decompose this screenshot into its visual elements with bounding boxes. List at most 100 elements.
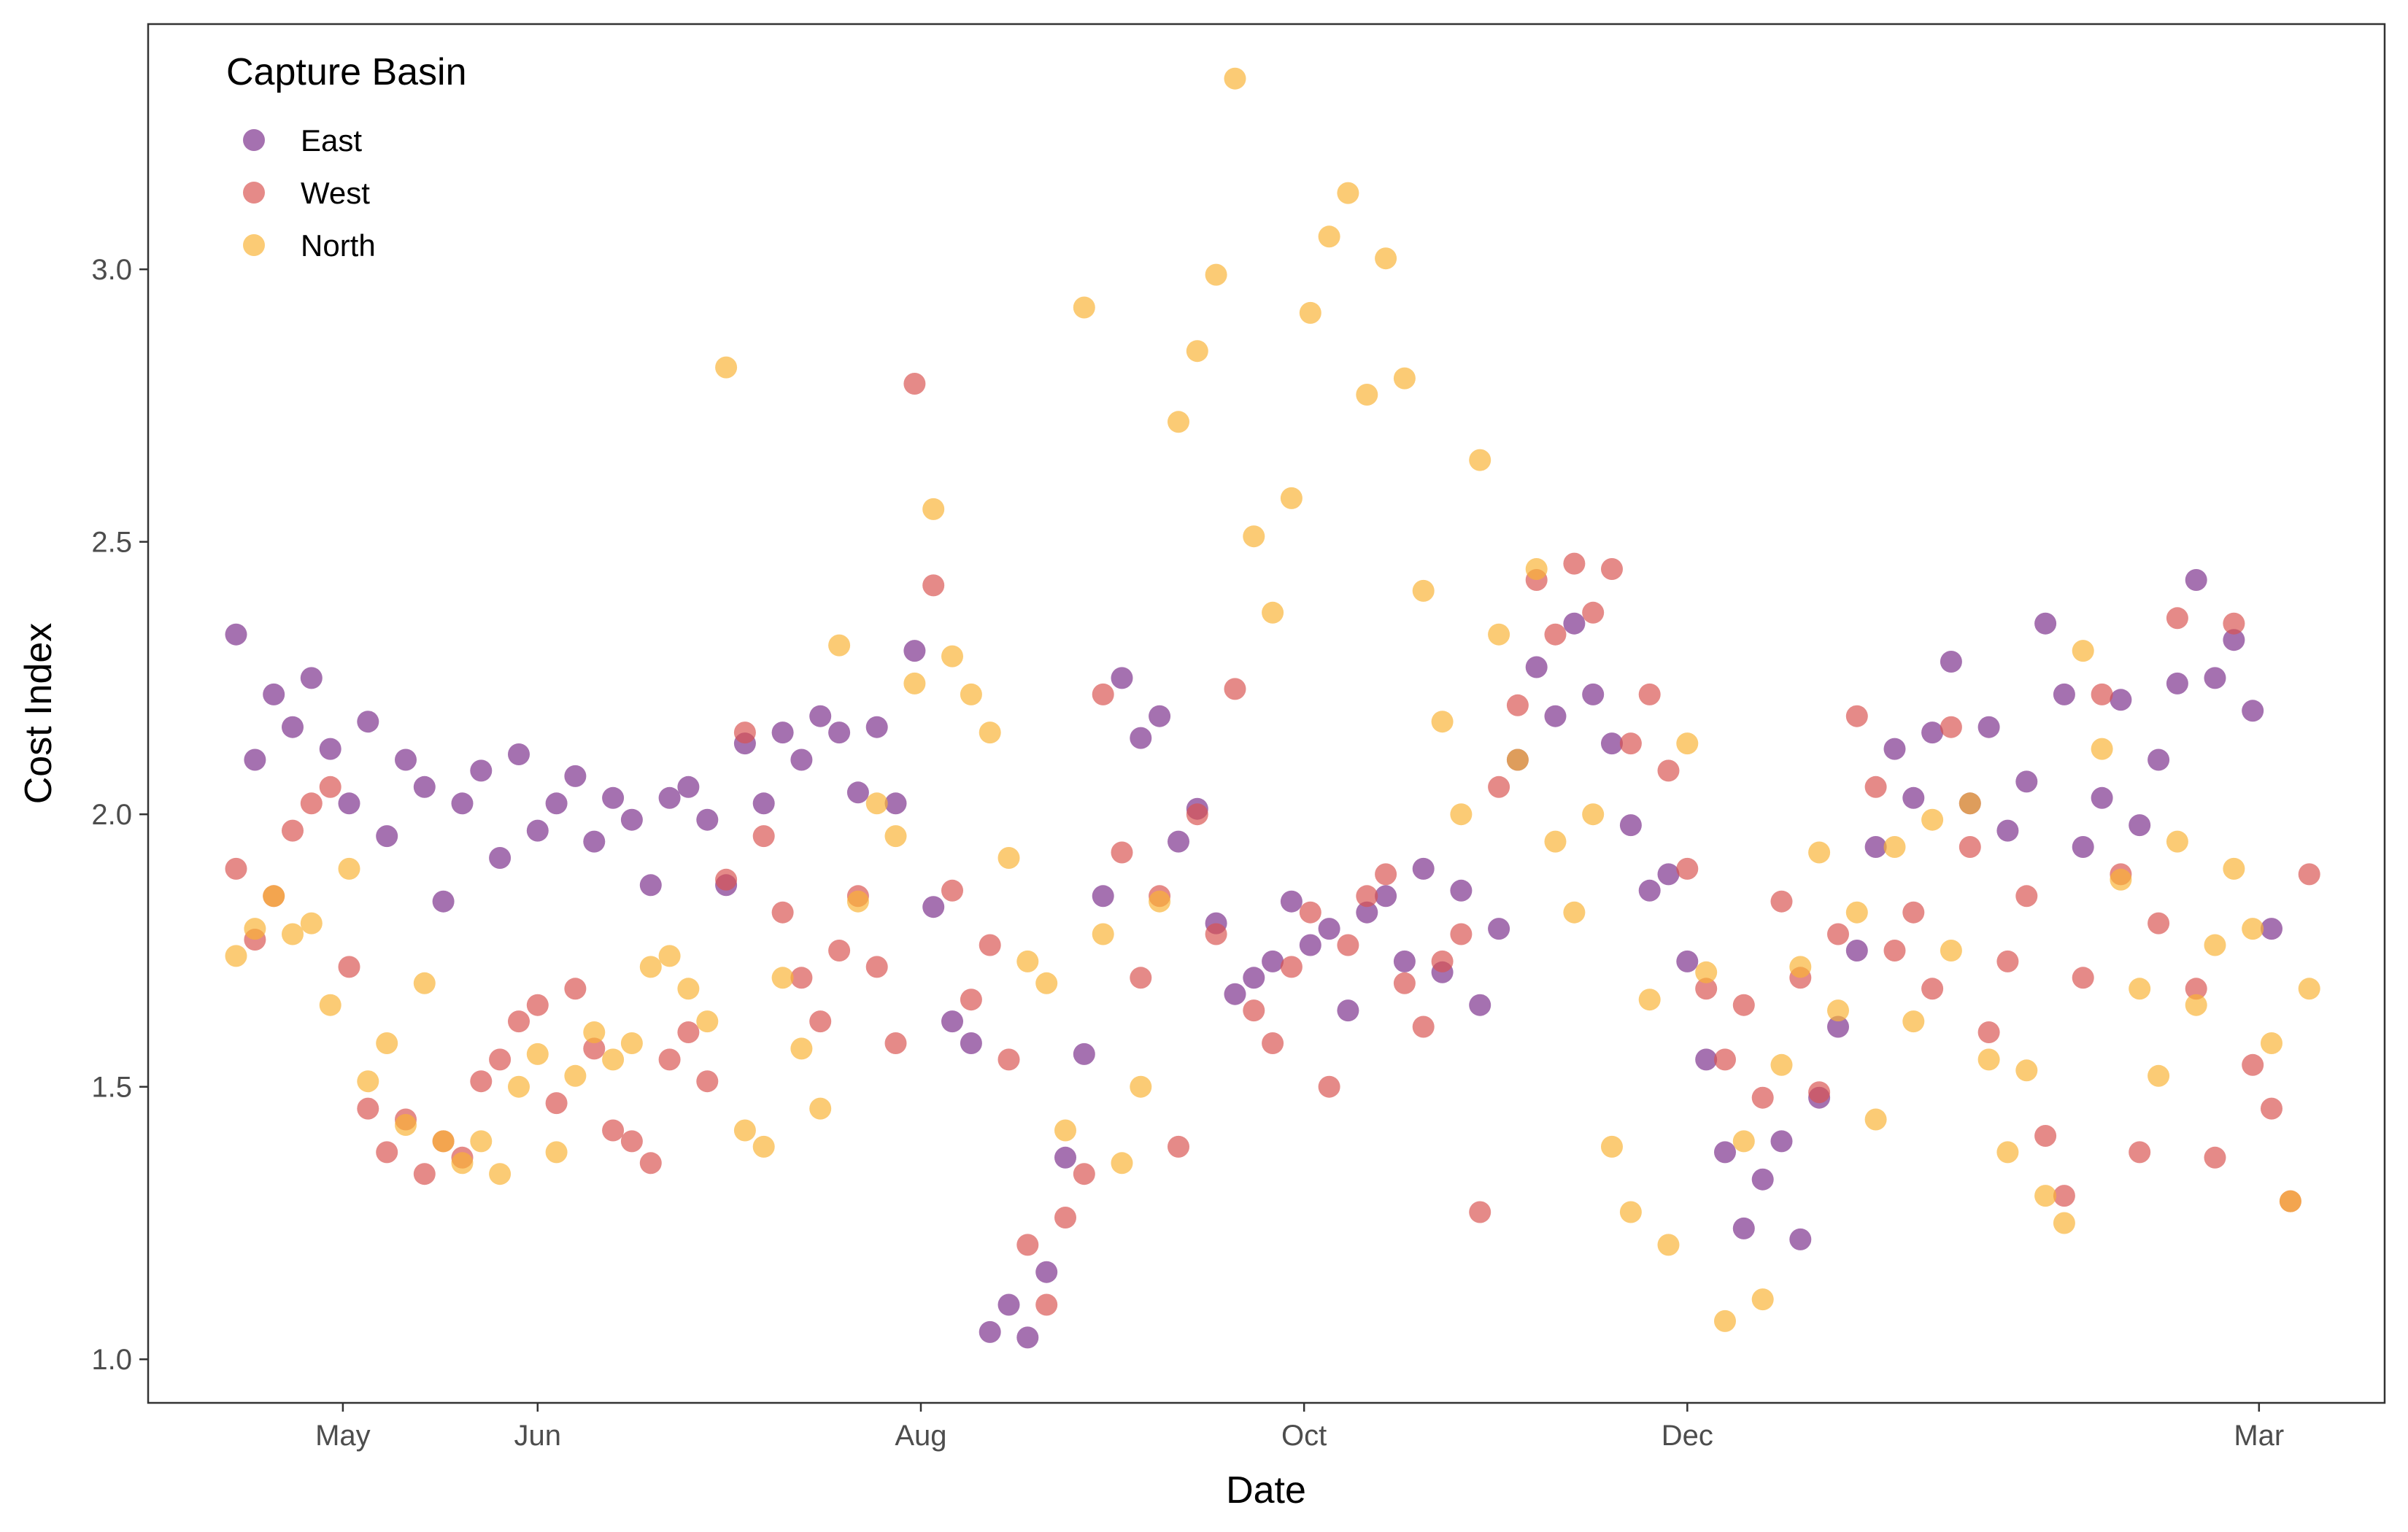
point-north-48 [1130,1075,1152,1098]
point-north-29 [771,967,794,989]
point-north-0 [225,945,247,967]
point-west-13 [470,1070,493,1093]
point-west-47 [1111,841,1133,864]
point-north-30 [790,1037,813,1060]
point-east-47 [1111,667,1133,689]
point-north-52 [1205,263,1227,286]
point-west-25 [696,1070,719,1093]
point-west-20 [602,1119,625,1142]
point-east-46 [1092,885,1114,908]
point-east-37 [922,896,945,918]
point-west-16 [526,994,549,1016]
point-east-97 [2053,683,2075,705]
point-west-107 [2242,1053,2264,1076]
point-north-81 [1751,1288,1774,1311]
point-north-21 [620,1032,643,1054]
point-east-45 [1073,1042,1095,1065]
point-east-107 [2242,700,2264,722]
point-west-95 [2015,885,2038,908]
point-north-41 [997,847,1020,869]
point-east-61 [1375,885,1397,908]
point-north-110 [2298,978,2320,1000]
point-east-12 [451,792,474,815]
point-west-86 [1845,705,1868,727]
point-north-109 [2279,1190,2301,1212]
point-north-67 [1488,623,1510,646]
x-tick-label: Jun [514,1420,562,1452]
point-north-92 [1959,792,1981,815]
legend-label-north: North [301,228,376,263]
point-north-35 [884,825,907,848]
point-north-75 [1638,989,1661,1011]
point-east-19 [583,830,606,853]
point-north-83 [1789,956,1812,978]
point-north-17 [545,1141,568,1164]
point-west-60 [1356,885,1378,908]
point-west-36 [903,373,926,395]
point-north-63 [1412,579,1435,602]
point-east-31 [809,705,832,727]
point-north-3 [282,923,304,945]
point-east-23 [658,786,681,809]
point-west-24 [677,1021,700,1043]
point-east-100 [2110,689,2132,711]
point-west-0 [225,857,247,880]
point-east-14 [489,847,512,869]
point-west-58 [1318,1075,1340,1098]
point-east-71 [1563,612,1586,635]
point-north-16 [526,1042,549,1065]
point-east-76 [1657,863,1680,886]
point-east-80 [1732,1217,1755,1239]
point-north-105 [2204,934,2226,956]
point-east-94 [1996,819,2019,842]
point-east-20 [602,786,625,809]
point-west-42 [1016,1234,1039,1256]
point-west-17 [545,1092,568,1115]
point-east-10 [413,775,436,798]
point-east-55 [1262,950,1284,972]
point-west-55 [1262,1032,1284,1054]
point-north-86 [1845,901,1868,924]
point-east-50 [1168,830,1189,853]
point-west-68 [1506,694,1529,716]
y-axis: 1.0 1.5 2.0 2.5 3.0 [91,254,148,1376]
point-west-62 [1393,972,1416,994]
point-north-62 [1393,367,1416,390]
point-north-28 [752,1135,775,1158]
point-west-84 [1808,1081,1831,1104]
point-north-70 [1544,830,1567,853]
point-east-98 [2072,836,2094,858]
point-east-29 [771,721,794,744]
y-axis-title: Cost Index [18,623,60,805]
x-tick-label: Aug [895,1420,946,1452]
point-north-82 [1770,1053,1793,1076]
x-axis: May Jun Aug Oct Dec Mar [315,1403,2284,1452]
point-west-98 [2072,967,2094,989]
point-west-48 [1130,967,1152,989]
point-west-99 [2091,683,2113,705]
point-north-72 [1582,803,1605,826]
point-west-82 [1770,890,1793,913]
point-west-30 [790,967,813,989]
point-west-22 [639,1152,662,1175]
point-north-50 [1168,411,1189,433]
point-north-96 [2034,1185,2057,1207]
point-north-43 [1035,972,1058,994]
point-west-67 [1488,775,1510,798]
point-west-50 [1168,1135,1189,1158]
point-west-14 [489,1048,512,1071]
point-west-38 [941,879,963,902]
point-north-97 [2053,1212,2075,1234]
point-north-77 [1676,732,1699,755]
point-north-59 [1337,182,1359,204]
point-north-14 [489,1163,512,1185]
point-west-104 [2185,978,2207,1000]
point-north-55 [1262,601,1284,624]
point-west-97 [2053,1185,2075,1207]
point-west-110 [2298,863,2320,886]
point-east-33 [846,781,869,804]
point-east-93 [1977,716,2000,738]
point-east-108 [2261,918,2282,940]
point-west-53 [1224,678,1246,700]
